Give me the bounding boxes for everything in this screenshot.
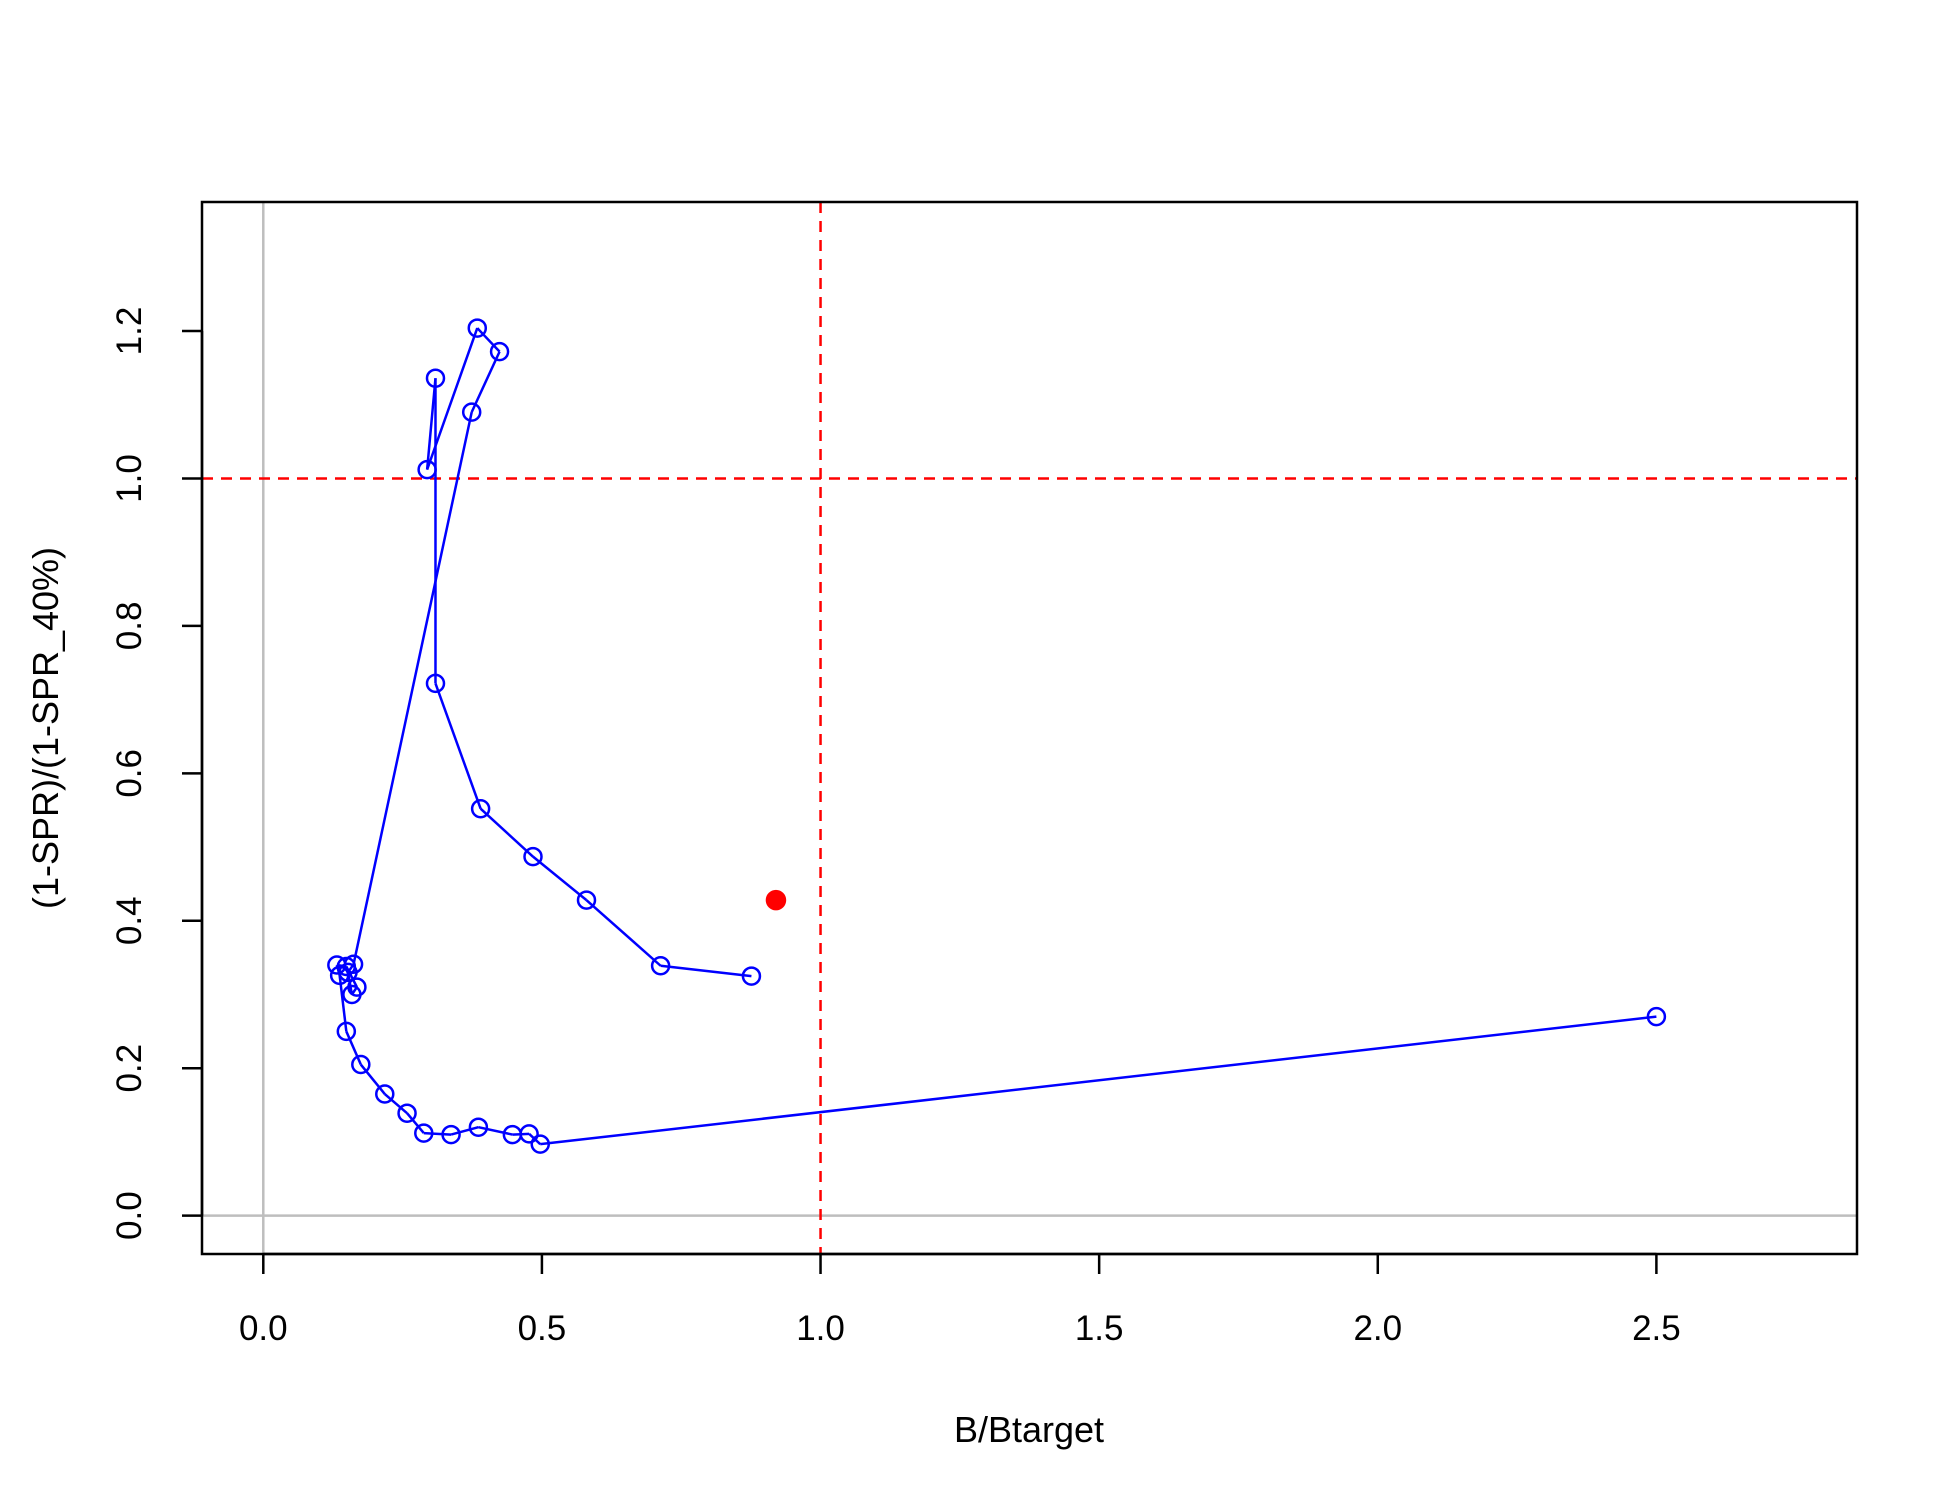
series-segment	[476, 327, 501, 353]
series-layer	[327, 318, 1667, 1154]
series-segment	[450, 1125, 479, 1136]
x-axis: 0.0 0.5 1.0 1.5 2.0 2.5	[239, 1252, 1681, 1348]
series-segment	[660, 964, 752, 978]
data-point	[425, 368, 446, 388]
data-point	[530, 1134, 550, 1154]
data-point	[336, 1021, 357, 1042]
x-tick-label: 1.5	[1075, 1309, 1124, 1348]
series-segment	[478, 1125, 513, 1136]
x-tick-label: 2.5	[1632, 1309, 1681, 1348]
series-segment	[540, 1015, 1657, 1146]
y-tick-label: 1.0	[110, 454, 149, 503]
data-point	[489, 341, 510, 362]
y-tick-label: 0.8	[110, 602, 149, 651]
series-segment	[470, 351, 501, 413]
data-point	[414, 1123, 434, 1143]
y-tick-label: 0.0	[110, 1191, 149, 1240]
data-point	[523, 846, 543, 867]
x-tick-label: 2.0	[1353, 1309, 1402, 1348]
series-segment	[532, 855, 588, 902]
data-point	[375, 1084, 395, 1104]
series-segment	[479, 807, 534, 858]
data-point	[425, 673, 446, 694]
reference-lines	[202, 202, 1857, 1254]
x-tick-label: 0.5	[518, 1309, 567, 1348]
data-point	[417, 459, 437, 480]
data-point	[467, 318, 488, 338]
data-point	[461, 402, 482, 422]
series-segment	[425, 378, 437, 470]
y-tick-label: 0.2	[110, 1044, 149, 1093]
series-segment	[352, 411, 473, 965]
data-point	[502, 1124, 523, 1145]
series-segment	[406, 1112, 425, 1134]
data-point	[741, 966, 762, 986]
x-tick-label: 1.0	[796, 1309, 845, 1348]
series-segment	[345, 1030, 362, 1066]
y-tick-label: 0.6	[110, 749, 149, 798]
data-point	[650, 956, 671, 976]
data-point	[343, 954, 364, 975]
data-point	[1646, 1006, 1667, 1027]
y-tick-label: 0.4	[110, 896, 149, 945]
y-tick-label: 1.2	[110, 307, 149, 356]
current-point	[765, 889, 787, 911]
data-point	[468, 1117, 489, 1137]
data-point	[342, 984, 362, 1005]
x-axis-title: B/Btarget	[954, 1409, 1104, 1450]
data-point	[397, 1103, 417, 1123]
y-axis: 0.0 0.2 0.4 0.6 0.8 1.0 1.2	[110, 307, 204, 1240]
data-point	[351, 1054, 371, 1075]
series-segment	[423, 1131, 452, 1136]
series-segment	[383, 1093, 408, 1115]
series-1	[765, 889, 787, 911]
x-tick-label: 0.0	[239, 1309, 288, 1348]
y-axis-title: (1-SPR)/(1-SPR_40%)	[25, 547, 66, 909]
data-point	[470, 798, 491, 819]
data-point	[441, 1124, 461, 1145]
series-segment	[359, 1063, 386, 1095]
series-segment	[585, 899, 662, 967]
data-point	[576, 890, 597, 910]
series-segment	[434, 682, 482, 810]
series-0	[327, 318, 1667, 1154]
